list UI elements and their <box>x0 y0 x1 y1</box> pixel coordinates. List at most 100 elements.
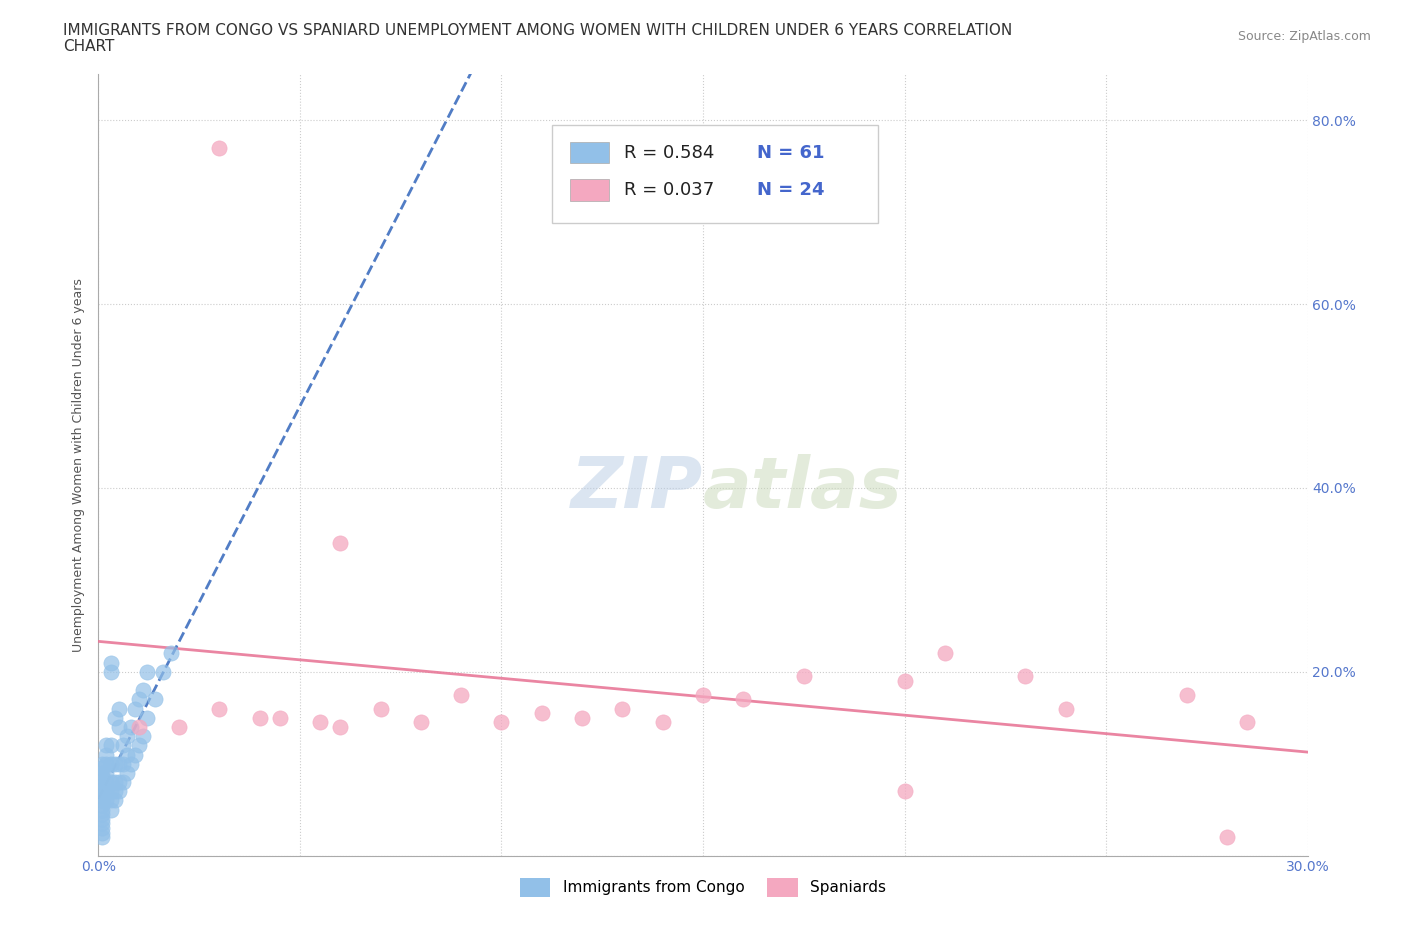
Point <box>1054 701 1077 716</box>
Point <box>91 789 114 804</box>
Point <box>91 820 114 835</box>
Point <box>370 701 392 716</box>
Point <box>91 779 114 794</box>
Point <box>96 793 118 808</box>
Point <box>100 655 122 670</box>
Point <box>115 729 138 744</box>
Point <box>143 692 166 707</box>
Point <box>91 775 114 790</box>
Point <box>100 793 122 808</box>
Point <box>692 687 714 702</box>
Point <box>793 669 815 684</box>
Point <box>329 720 352 735</box>
Point <box>115 765 138 780</box>
Point <box>96 775 118 790</box>
Point <box>115 747 138 762</box>
Text: ZIP: ZIP <box>571 454 703 523</box>
Point <box>107 756 129 771</box>
Point <box>733 692 755 707</box>
Legend: Immigrants from Congo, Spaniards: Immigrants from Congo, Spaniards <box>513 871 893 903</box>
Point <box>100 737 122 752</box>
Text: Source: ZipAtlas.com: Source: ZipAtlas.com <box>1237 30 1371 43</box>
Point <box>96 756 118 771</box>
FancyBboxPatch shape <box>569 141 609 164</box>
Point <box>409 715 432 730</box>
Text: N = 24: N = 24 <box>758 181 825 199</box>
Point <box>1014 669 1036 684</box>
Text: CHART: CHART <box>63 39 115 54</box>
Point <box>1236 715 1258 730</box>
Point <box>269 711 291 725</box>
Point <box>103 793 125 808</box>
Point <box>651 715 673 730</box>
Point <box>103 756 125 771</box>
Point <box>107 784 129 799</box>
Point <box>91 793 114 808</box>
Y-axis label: Unemployment Among Women with Children Under 6 years: Unemployment Among Women with Children U… <box>72 278 86 652</box>
Point <box>107 720 129 735</box>
Point <box>111 775 134 790</box>
Point <box>132 683 155 698</box>
Text: R = 0.037: R = 0.037 <box>624 181 714 199</box>
Point <box>491 715 513 730</box>
Point <box>100 664 122 679</box>
Point <box>96 765 118 780</box>
Text: N = 61: N = 61 <box>758 143 825 162</box>
Point <box>128 692 150 707</box>
Point <box>100 803 122 817</box>
Text: R = 0.584: R = 0.584 <box>624 143 714 162</box>
Point <box>100 775 122 790</box>
Point <box>128 737 150 752</box>
Point <box>103 784 125 799</box>
Point <box>100 784 122 799</box>
Point <box>309 715 332 730</box>
Point <box>128 720 150 735</box>
Point <box>530 706 553 721</box>
Point <box>96 784 118 799</box>
Point <box>91 807 114 822</box>
Point <box>111 737 134 752</box>
Point <box>91 825 114 840</box>
Text: atlas: atlas <box>703 454 903 523</box>
Point <box>208 140 231 155</box>
Point <box>208 701 231 716</box>
Point <box>91 830 114 844</box>
Point <box>1216 830 1239 844</box>
Point <box>91 803 114 817</box>
Point <box>120 756 142 771</box>
Point <box>91 770 114 785</box>
Point <box>96 737 118 752</box>
Point <box>152 664 174 679</box>
Point <box>91 784 114 799</box>
Point <box>91 765 114 780</box>
Point <box>893 784 915 799</box>
Point <box>96 747 118 762</box>
Point <box>100 756 122 771</box>
Point <box>107 775 129 790</box>
Point <box>124 747 146 762</box>
Point <box>450 687 472 702</box>
Point <box>103 711 125 725</box>
Text: IMMIGRANTS FROM CONGO VS SPANIARD UNEMPLOYMENT AMONG WOMEN WITH CHILDREN UNDER 6: IMMIGRANTS FROM CONGO VS SPANIARD UNEMPL… <box>63 23 1012 38</box>
Point <box>103 775 125 790</box>
Point <box>91 816 114 830</box>
Point <box>124 701 146 716</box>
Point <box>934 646 956 661</box>
Point <box>571 711 593 725</box>
Point <box>91 798 114 813</box>
Point <box>120 720 142 735</box>
Point <box>893 673 915 688</box>
Point <box>111 756 134 771</box>
Point <box>107 701 129 716</box>
Point <box>329 536 352 551</box>
Point <box>132 729 155 744</box>
Point <box>167 720 190 735</box>
Point <box>91 756 114 771</box>
FancyBboxPatch shape <box>551 126 879 223</box>
Point <box>135 711 157 725</box>
Point <box>612 701 634 716</box>
Point <box>91 811 114 826</box>
FancyBboxPatch shape <box>569 179 609 201</box>
Point <box>249 711 271 725</box>
Point <box>1175 687 1198 702</box>
